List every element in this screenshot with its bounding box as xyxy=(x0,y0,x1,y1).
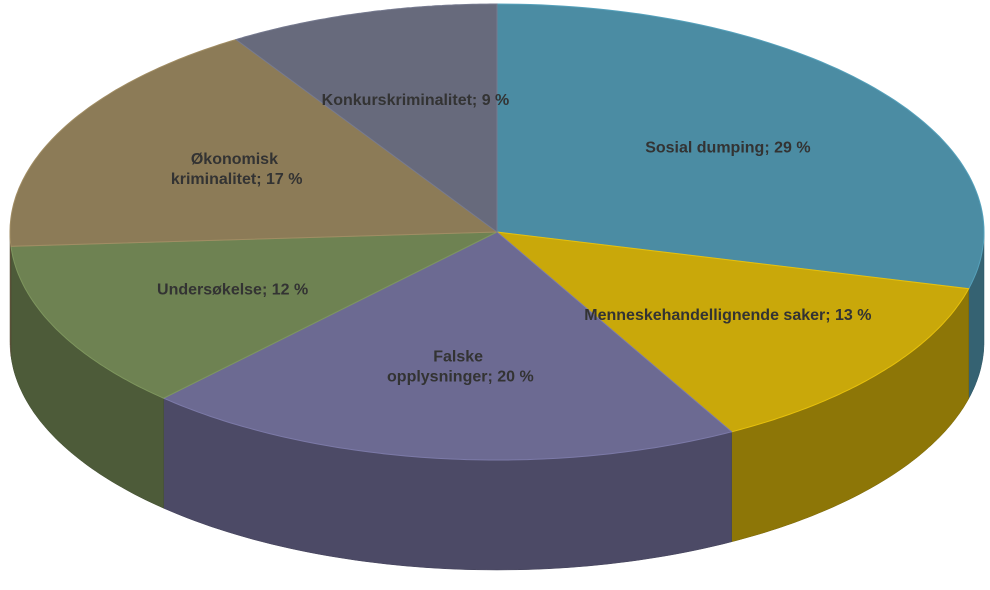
slice xyxy=(10,231,498,399)
label-line: opplysninger; 20 % xyxy=(387,369,534,386)
label-line: Falske xyxy=(433,349,487,366)
slice-side xyxy=(9,232,12,357)
data-label: Menneskehandellignende saker; 13 % xyxy=(584,307,871,324)
data-label: Undersøkelse; 12 % xyxy=(157,281,308,298)
slice xyxy=(235,3,498,233)
label-line: kriminalitet; 17 % xyxy=(171,171,303,188)
data-label: Økonomisk kriminalitet; 17 % xyxy=(171,151,303,188)
slice xyxy=(9,38,499,247)
label-line: Økonomisk xyxy=(191,151,283,168)
labels: Sosial dumping; 29 % Menneskehandellignen… xyxy=(157,92,871,386)
slice xyxy=(495,231,970,433)
data-label: Konkurskriminalitet; 9 % xyxy=(322,92,510,109)
slice xyxy=(162,231,733,461)
data-label: Sosial dumping; 29 % xyxy=(645,139,810,156)
pie-tops xyxy=(9,3,985,461)
data-label: Falske opplysninger; 20 % xyxy=(387,349,534,386)
slice xyxy=(496,3,985,290)
